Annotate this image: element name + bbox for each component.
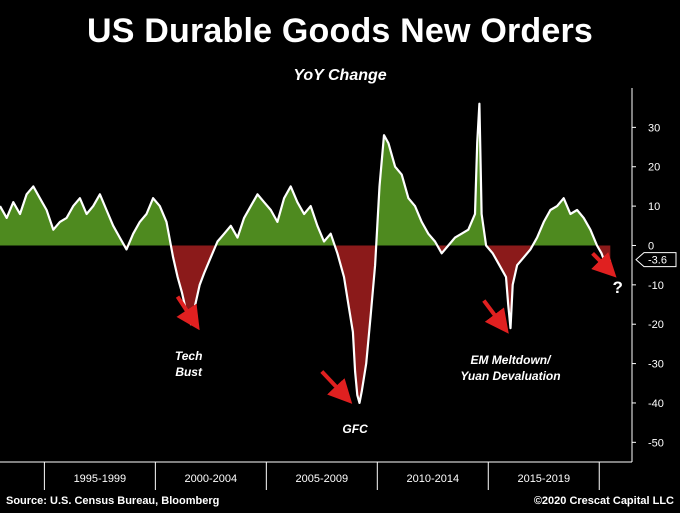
annotation-label: EM Meltdown/ (470, 353, 552, 367)
y-tick-label: -20 (648, 319, 664, 331)
annotation-label: ? (612, 278, 622, 297)
period-label: 2015-2019 (517, 473, 570, 485)
annotation-label: Bust (175, 365, 203, 379)
annotation-label: Yuan Devaluation (460, 369, 560, 383)
annotation-arrow (320, 370, 353, 404)
y-tick-label: 20 (648, 162, 660, 174)
page-title: US Durable Goods New Orders (86, 12, 594, 50)
y-tick-label: 0 (648, 240, 654, 252)
annotation-label: Tech (175, 349, 203, 363)
chart-subtitle: YoY Change (293, 67, 387, 84)
annotation-arrow (482, 299, 509, 334)
period-label: 2010-2014 (406, 473, 459, 485)
period-label: 1995-1999 (74, 473, 127, 485)
y-tick-label: -30 (648, 359, 664, 371)
annotation-arrow (591, 251, 617, 278)
annotation-arrow (175, 295, 200, 331)
source-note: Source: U.S. Census Bureau, Bloomberg (6, 495, 220, 507)
last-value-box (635, 252, 677, 268)
y-tick-label: 10 (648, 201, 660, 213)
y-tick-label: 30 (648, 122, 660, 134)
copyright-note: ©2020 Crescat Capital LLC (533, 495, 674, 507)
period-label: 2000-2004 (185, 473, 238, 485)
y-tick-label: -40 (648, 398, 664, 410)
y-tick-label: -50 (648, 437, 664, 449)
annotation-label: GFC (342, 422, 368, 436)
period-label: 2005-2009 (296, 473, 349, 485)
y-tick-label: -10 (648, 280, 664, 292)
series-line (0, 102, 612, 404)
last-value-label: -3.6 (648, 255, 667, 267)
